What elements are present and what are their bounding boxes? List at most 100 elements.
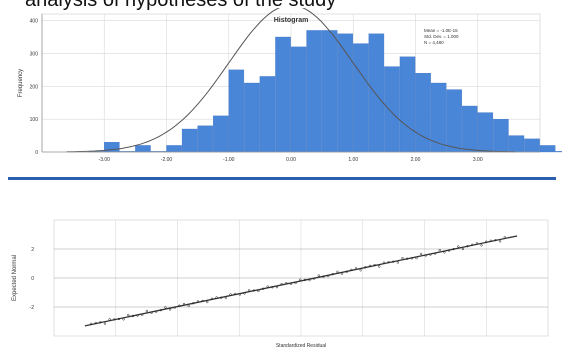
qq-point-18	[173, 306, 176, 309]
qq-point-77	[447, 249, 451, 252]
histogram-bar-9	[228, 69, 245, 153]
x-tick-label: -2.00	[161, 157, 173, 163]
qq-point-46	[303, 278, 307, 282]
histogram-bar-25	[477, 112, 494, 153]
qq-point-19	[178, 304, 181, 307]
histogram-bar-23	[446, 89, 462, 153]
qq-point-35	[252, 289, 255, 292]
histogram-chart: -3.00 -2.00 -1.00 0.00 1.00 2.00 3.00 0 100 200 30…	[18, 8, 562, 163]
qq-point-71	[419, 252, 423, 256]
qq-point-66	[396, 261, 400, 264]
qq-point-9	[131, 314, 135, 318]
qq-point-53	[336, 270, 339, 273]
y-tick-label: 200	[30, 84, 39, 90]
legend-entry: N = 4,480	[424, 40, 444, 45]
histogram-bar-17	[353, 43, 369, 153]
qq-point-76	[443, 251, 446, 254]
qq-point-82	[471, 243, 474, 246]
qq-point-69	[410, 257, 413, 260]
histogram-bar-20	[399, 56, 416, 153]
legend-entry: Std. Dev. = 1.000	[424, 34, 459, 39]
qq-point-24	[201, 299, 204, 303]
qq-point-13	[150, 311, 153, 314]
qq-point-2	[99, 321, 102, 324]
qq-point-20	[182, 302, 186, 306]
qq-point-0	[89, 322, 93, 325]
qq-point-33	[243, 292, 246, 295]
qq-point-36	[257, 289, 260, 293]
qq-point-57	[354, 267, 358, 270]
y-axis-label: Frequency	[18, 69, 24, 97]
qq-point-3	[103, 322, 107, 325]
qq-point-31	[234, 292, 237, 296]
histogram-bar-29	[539, 145, 556, 153]
qq-point-64	[387, 260, 390, 264]
x-tick-label: 0.00	[286, 157, 296, 163]
histogram-bar-6	[181, 128, 198, 153]
qq-point-47	[308, 278, 311, 282]
histogram-bar-7	[197, 125, 213, 153]
qq-point-80	[461, 247, 465, 251]
qq-point-62	[378, 265, 381, 268]
qq-point-79	[457, 245, 460, 248]
qq-point-48	[313, 277, 316, 280]
qq-point-87	[494, 238, 497, 242]
qq-point-17	[168, 308, 172, 311]
legend-entry: Mean = -1.0E-15	[424, 28, 458, 33]
qq-point-75	[438, 248, 441, 252]
qq-point-78	[452, 247, 455, 251]
qq-point-4	[108, 318, 111, 321]
y-tick-label: 0	[35, 150, 38, 156]
histogram-bar-18	[368, 33, 385, 153]
qq-point-59	[364, 266, 367, 269]
qq-point-8	[127, 313, 130, 317]
qq-point-21	[187, 304, 190, 308]
qq-point-52	[331, 272, 334, 276]
normal-curve	[66, 8, 516, 153]
histogram-bar-21	[415, 72, 431, 153]
qq-point-58	[359, 269, 362, 272]
qq-point-34	[247, 289, 251, 292]
qq-point-26	[210, 297, 214, 300]
histogram-bar-8	[213, 115, 229, 153]
histogram-bar-5	[166, 145, 182, 153]
qq-point-72	[424, 254, 427, 257]
qq-point-41	[280, 282, 283, 286]
qq-point-39	[271, 286, 274, 289]
qq-point-85	[485, 240, 488, 243]
page-caption: analysis of hypotheses of the study	[25, 0, 337, 11]
x-tick-label: 1.00	[348, 157, 358, 163]
qq-point-22	[192, 302, 195, 305]
qq-point-12	[145, 309, 148, 313]
qq-point-83	[475, 242, 479, 245]
y-axis-label: Expected Normal	[12, 255, 18, 301]
qq-point-11	[141, 313, 144, 316]
qq-point-50	[322, 275, 325, 278]
qq-point-55	[345, 270, 348, 273]
qq-point-56	[350, 268, 353, 272]
y-tick-label: 400	[30, 19, 39, 25]
histogram-bar-30	[555, 151, 562, 153]
qq-point-42	[285, 281, 288, 285]
qq-point-15	[159, 309, 162, 312]
y-tick-label: 100	[30, 117, 39, 123]
qq-point-16	[164, 306, 167, 309]
qq-point-70	[415, 256, 418, 260]
qq-point-54	[340, 272, 344, 275]
chart-title: Histogram	[274, 17, 309, 24]
qq-point-60	[368, 264, 372, 267]
qq-point-89	[503, 236, 506, 239]
qq-point-74	[433, 252, 437, 255]
x-tick-label: -1.00	[223, 157, 235, 163]
qq-point-7	[122, 318, 125, 321]
histogram-bar-14	[306, 30, 322, 153]
qq-point-63	[382, 261, 386, 264]
qq-point-1	[94, 321, 97, 325]
blue-divider	[8, 177, 556, 180]
qq-point-23	[196, 300, 200, 303]
qq-point-84	[480, 244, 483, 247]
histogram-bar-19	[384, 66, 400, 153]
y-tick-label: -2	[30, 305, 35, 311]
qq-point-30	[229, 293, 232, 296]
y-tick-label: 300	[30, 51, 39, 57]
